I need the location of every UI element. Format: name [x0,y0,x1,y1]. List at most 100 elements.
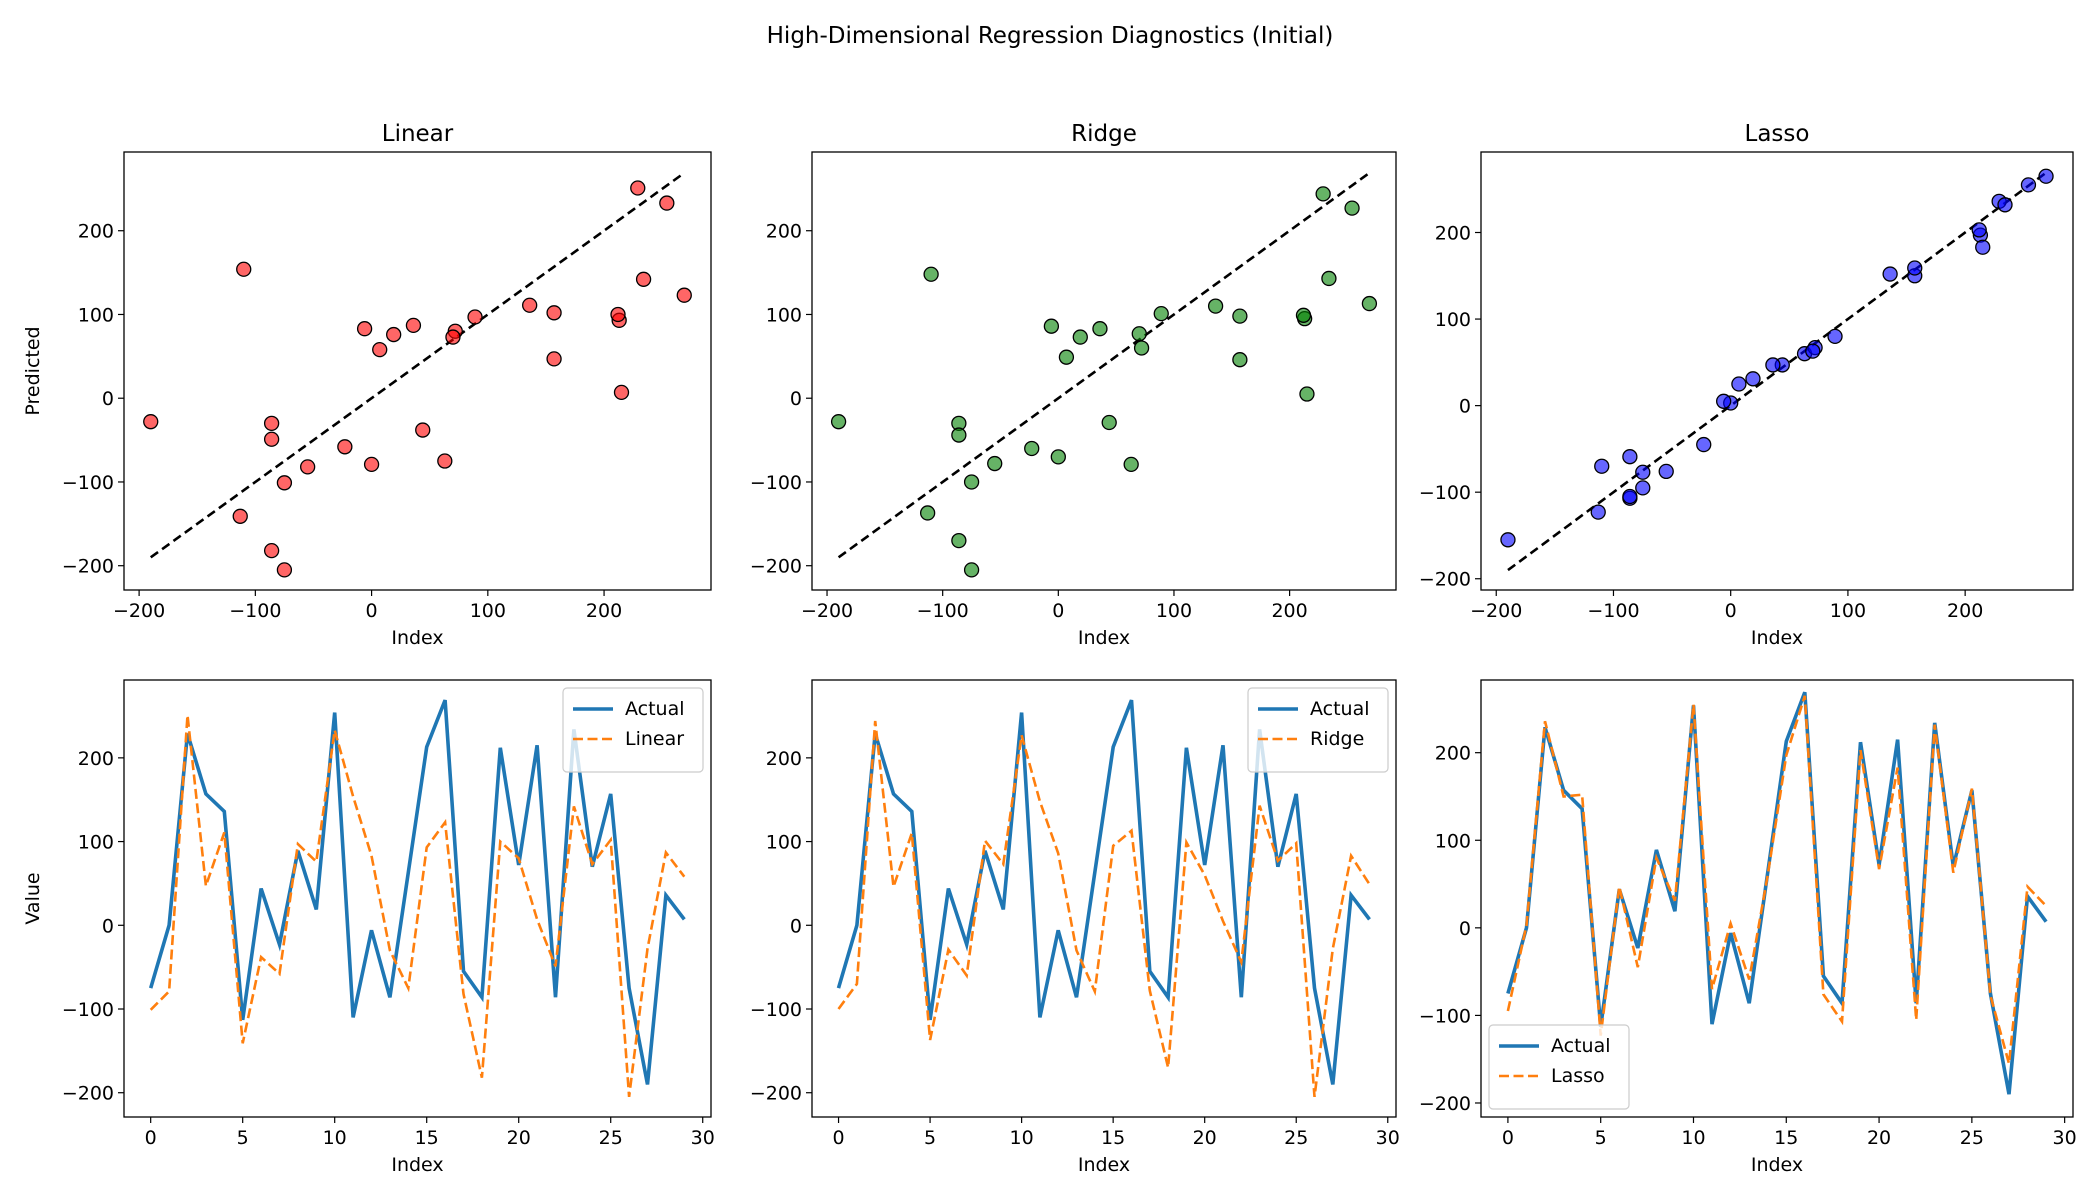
legend-label: Ridge [1310,728,1364,750]
axes-frame [811,151,1397,591]
scatter-point [445,329,461,345]
x-axis-label: Index [1078,627,1130,649]
scatter-point [1731,376,1747,392]
y-tick-label: 100 [766,832,802,854]
x-tick-label: 30 [2053,1127,2077,1149]
scatter-point [1827,328,1843,345]
scatter-point [1975,239,1991,255]
series-line-ridge [837,720,1371,1098]
plot-area [148,699,686,1098]
scatter-point [1622,488,1638,505]
y-tick-label: 100 [78,832,114,854]
scatter-point [987,455,1003,472]
x-tick-label: 15 [1774,1127,1798,1149]
y-tick-label: −200 [62,1083,114,1105]
subplot-1: −200 −100 0 100 200 −200 −100 0 100 200 Ridge Index [750,121,1397,649]
x-axis-label: Index [1078,1154,1130,1176]
subplot-5: 0 5 10 15 20 25 30 −200 −100 0 100 200 Index Actual La… [1419,679,2077,1176]
scatter-point [1295,307,1312,323]
x-axis-label: Index [391,1154,443,1176]
y-tick-label: 0 [790,388,802,410]
scatter-point [923,266,939,282]
legend-label: Actual [625,698,685,720]
scatter-point [963,474,980,490]
scatter-point [1072,329,1088,345]
scatter-point [415,422,431,438]
y-tick-label: −200 [1419,569,1471,591]
y-tick-label: −100 [1419,482,1471,504]
scatter-point [356,321,373,337]
scatter-point [1123,456,1139,473]
x-axis-label: Index [1751,1154,1803,1176]
x-tick-label: 200 [1947,600,1983,622]
y-tick-label: 200 [78,748,114,770]
x-tick-label: 0 [1725,600,1737,622]
x-tick-label: 20 [1193,1127,1217,1149]
scatter-point [2038,168,2054,184]
scatter-point [610,306,626,323]
scatter-point [1043,318,1060,334]
scatter-point [1207,298,1224,314]
x-tick-label: 100 [1830,600,1866,622]
legend-label: Lasso [1551,1065,1605,1087]
x-axis-label: Index [1751,627,1803,649]
subplot-3: 0 5 10 15 20 25 30 −200 −100 0 100 200 Index Value Act… [22,679,715,1176]
scatter-point [546,305,562,321]
scatter-point [437,453,453,469]
axes-frame [123,151,712,591]
scatter-point [659,195,675,211]
x-tick-label: 200 [1271,600,1307,622]
scatter-point [405,317,422,334]
subplot-2: −200 −100 0 100 200 −200 −100 0 100 200 Lasso Index [1419,121,2074,649]
legend-label: Linear [625,728,684,750]
x-tick-label: 100 [1156,600,1192,622]
ideal-fit-line [837,171,1371,559]
y-tick-label: −100 [62,999,114,1021]
scatter-point [1907,260,1923,276]
y-tick-label: 200 [78,221,114,243]
scatter-point [951,427,967,443]
x-tick-label: 30 [1376,1127,1400,1149]
scatter-point [963,562,980,578]
scatter-point [263,542,280,559]
scatter-point [1315,186,1331,202]
scatter-point [2020,177,2037,193]
x-tick-label: −200 [113,600,165,622]
x-tick-label: 0 [1052,600,1064,622]
x-tick-label: 100 [470,600,506,622]
y-tick-label: 0 [1459,396,1471,418]
scatter-point [1153,305,1169,322]
scatter-point [1882,266,1898,282]
axes-frame [1480,151,2074,591]
x-tick-label: 10 [1010,1127,1034,1149]
scatter-point [1805,343,1821,359]
scatter-point [232,508,248,524]
scatter-point [300,459,316,475]
scatter-point [467,309,483,325]
y-tick-label: −100 [750,999,802,1021]
plot-area [836,699,1371,1098]
x-tick-label: 5 [924,1127,936,1149]
scatter-point [1131,326,1147,342]
subplot-title: Lasso [1745,121,1810,147]
y-tick-label: 0 [790,915,802,937]
x-tick-label: 25 [599,1127,623,1149]
scatter-point [1232,352,1248,368]
y-tick-label: 0 [102,915,114,937]
scatter-point [1101,414,1117,431]
series-line-actual [836,699,1371,1085]
scatter-point [1058,349,1075,365]
series-line-linear [149,715,686,1098]
scatter-point [1635,480,1651,496]
plot-area [1506,691,2048,1095]
scatter-point [919,505,936,521]
axes-frame [811,679,1397,1118]
scatter-point [1500,532,1516,548]
x-tick-label: 10 [1681,1127,1705,1149]
x-tick-label: 200 [586,600,622,622]
y-axis-label: Value [22,872,44,924]
plot-area [1500,168,2054,572]
plot-area [143,171,692,578]
scatter-point [1716,393,1732,409]
scatter-point [1361,295,1378,312]
